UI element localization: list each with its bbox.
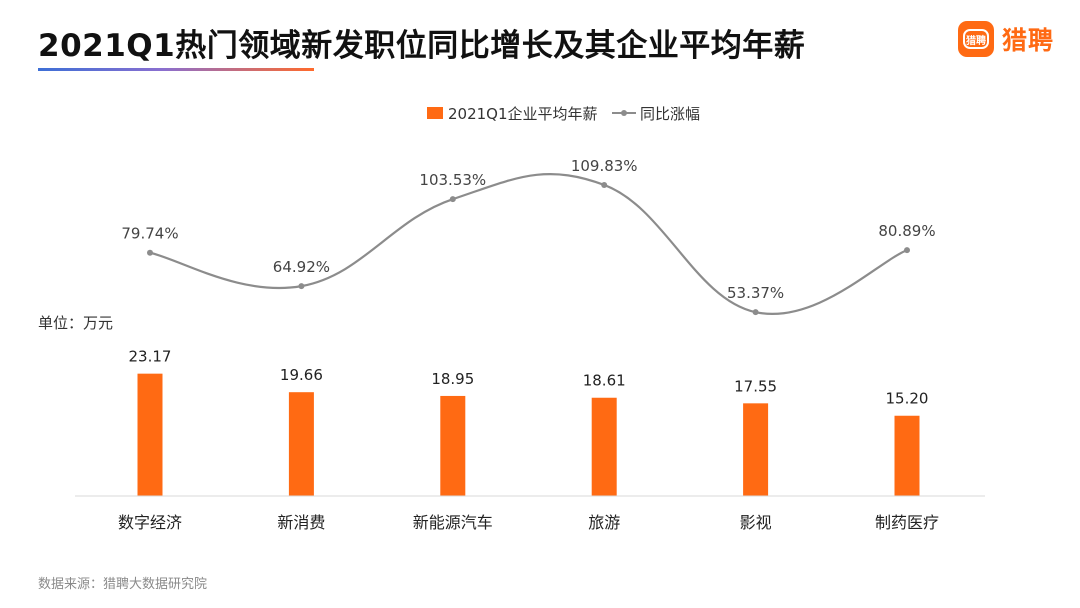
x-tick-label-2: 新消费 <box>277 513 325 532</box>
line-value-label-5: 53.37% <box>727 284 784 302</box>
unit-label: 单位：万元 <box>38 314 114 332</box>
line-point-6 <box>904 247 910 254</box>
line-point-2 <box>298 283 305 290</box>
legend-bar-swatch <box>427 107 443 119</box>
bar-value-label-2: 19.66 <box>280 366 323 384</box>
bar-series: 23.17 19.66 18.95 18.61 17.55 15.20 <box>129 348 929 496</box>
line-point-3 <box>449 196 456 203</box>
x-tick-label-1: 数字经济 <box>118 513 182 532</box>
chart-legend: 2021Q1企业平均年薪 同比涨幅 <box>427 105 700 123</box>
x-tick-label-3: 新能源汽车 <box>413 513 493 532</box>
logo-badge-text: 猎聘 <box>963 29 989 49</box>
bar-1 <box>137 373 163 496</box>
line-series: 79.74% 64.92% 103.53% 109.83% 53.37% 80.89% <box>121 157 936 316</box>
x-axis: 数字经济 新消费 新能源汽车 旅游 影视 制药医疗 <box>75 495 985 532</box>
legend-line-marker <box>621 110 627 116</box>
line-value-label-4: 109.83% <box>571 157 638 175</box>
bar-value-label-1: 23.17 <box>129 348 172 366</box>
bar-6 <box>894 415 920 496</box>
line-value-label-2: 64.92% <box>273 258 330 276</box>
bar-value-label-4: 18.61 <box>583 372 626 390</box>
x-tick-label-5: 影视 <box>740 513 772 532</box>
bar-value-label-6: 15.20 <box>886 390 929 408</box>
legend-bar-label: 2021Q1企业平均年薪 <box>448 105 598 123</box>
growth-line <box>149 173 908 315</box>
bar-3 <box>440 395 466 496</box>
line-value-label-6: 80.89% <box>878 222 935 240</box>
bar-2 <box>288 392 314 496</box>
source-label: 数据来源：猎聘大数据研究院 <box>38 577 208 592</box>
liepin-logo: 猎聘 猎聘 <box>958 20 1054 58</box>
bar-value-label-5: 17.55 <box>734 377 777 395</box>
logo-badge-icon: 猎聘 <box>958 21 994 57</box>
legend-line-label: 同比涨幅 <box>640 105 700 123</box>
line-value-label-3: 103.53% <box>419 171 486 189</box>
line-point-5 <box>752 309 759 316</box>
line-point-4 <box>601 181 608 188</box>
logo-text: 猎聘 <box>1002 26 1055 55</box>
bar-value-label-3: 18.95 <box>431 370 474 388</box>
x-tick-label-4: 旅游 <box>588 513 620 532</box>
title-underline <box>38 68 314 71</box>
x-tick-label-6: 制药医疗 <box>875 513 939 532</box>
bar-4 <box>591 397 617 496</box>
bar-5 <box>743 403 769 496</box>
line-point-1 <box>147 249 153 256</box>
line-value-label-1: 79.74% <box>121 225 178 243</box>
page-title: 2021Q1热门领域新发职位同比增长及其企业平均年薪 <box>38 28 806 64</box>
